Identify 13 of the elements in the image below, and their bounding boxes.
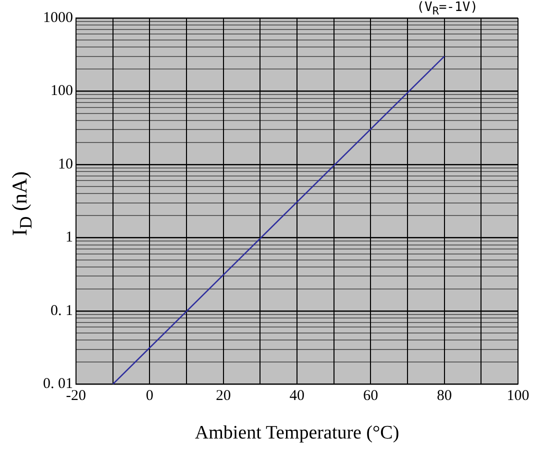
x-tick-label: 0	[146, 388, 154, 404]
y-tick-label: 0. 1	[50, 302, 73, 319]
x-tick-label: 60	[363, 388, 378, 404]
x-axis-title: Ambient Temperature (°C)	[194, 422, 400, 444]
text: (V$_{R}$=-1V)	[416, 0, 478, 18]
y-tick-label: 100	[50, 83, 73, 100]
y-tick-label: 1	[66, 230, 73, 246]
x-tick-label: 80	[436, 388, 452, 404]
x-tick-label: 20	[216, 388, 231, 404]
y-tick-label: 10	[58, 156, 73, 172]
y-tick-label: 1000	[43, 10, 73, 26]
x-tick-label: 100	[506, 388, 530, 404]
x-tick-label: 40	[290, 388, 304, 404]
